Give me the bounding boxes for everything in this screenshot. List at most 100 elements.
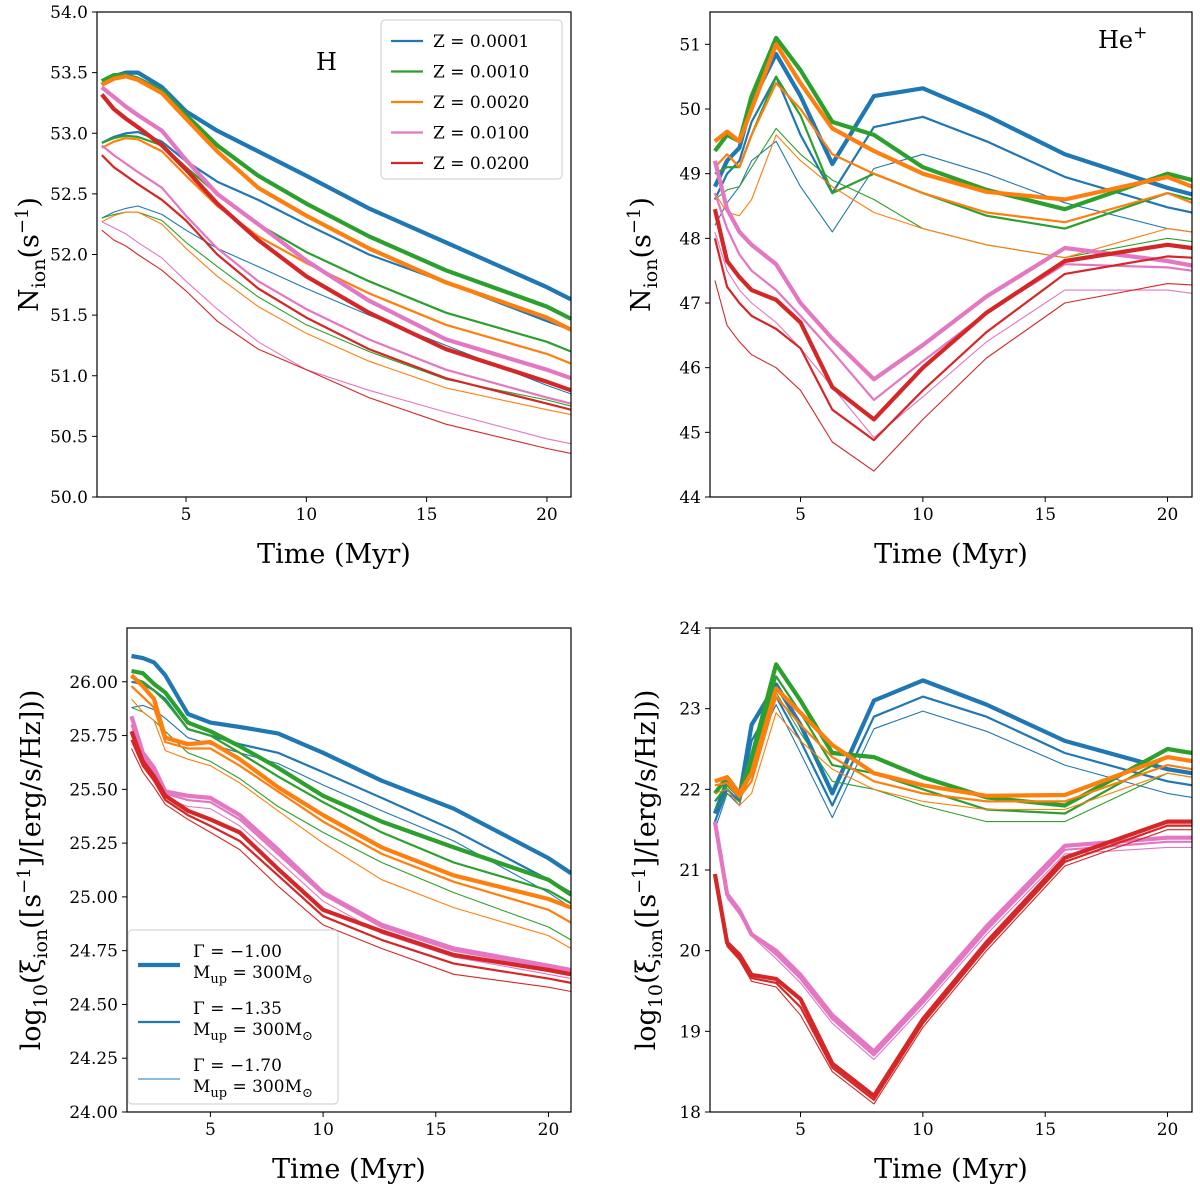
legend-label: Z = 0.0010 (433, 63, 529, 83)
series-line-3-5 (714, 691, 1192, 823)
y-tick-label: 47 (679, 294, 701, 314)
y-tick-label: 53.5 (50, 64, 88, 84)
x-tick-label: 10 (912, 1120, 934, 1140)
x-tick-label: 5 (181, 505, 192, 525)
legend-sublabel: Mup = 300M⊙ (193, 1077, 313, 1101)
y-axis-label: log10(ξion([s−1]/[erg/s/Hz])) (629, 690, 667, 1051)
x-tick-label: 20 (536, 505, 558, 525)
legend-label: Z = 0.0100 (433, 124, 529, 144)
y-tick-label: 45 (679, 423, 701, 443)
y-tick-label: 19 (679, 1022, 701, 1042)
axes-frame (126, 627, 572, 1113)
series-line-2-0 (131, 653, 571, 875)
y-tick-label: 49 (679, 165, 701, 185)
legend-frame (380, 19, 563, 180)
series-line-0-8 (101, 211, 571, 416)
series-line-3-3 (713, 662, 1192, 808)
legend-label: Γ = −1.70 (193, 1056, 282, 1076)
series-line-0-12 (100, 93, 571, 393)
series-line-3-7 (714, 695, 1192, 803)
series-line-0-0 (100, 70, 571, 302)
x-tick-label: 15 (425, 1120, 447, 1140)
y-tick-label: 53.0 (50, 124, 88, 144)
x-tick-label: 20 (1157, 505, 1179, 525)
series-line-1-0 (713, 51, 1192, 197)
series-line-2-10 (130, 724, 571, 974)
series-line-0-9 (100, 85, 571, 381)
series-line-1-14 (714, 280, 1192, 472)
y-tick-label: 46 (679, 359, 701, 379)
series-line-2-12 (129, 730, 571, 977)
y-axis-label: log10(ξion([s−1]/[erg/s/Hz])) (14, 690, 52, 1051)
y-tick-label: 44 (679, 488, 701, 508)
x-tick-label: 5 (795, 505, 806, 525)
axes-frame (709, 11, 1193, 498)
legend-label: Z = 0.0001 (433, 32, 529, 52)
x-tick-label: 20 (1157, 1120, 1179, 1140)
series-line-2-13 (130, 739, 571, 984)
series-line-0-13 (101, 154, 571, 411)
legend-label: Γ = −1.00 (193, 942, 282, 962)
series-line-0-11 (101, 221, 571, 445)
panel-annotation: He+ (1098, 23, 1147, 54)
series-line-2-14 (131, 748, 571, 993)
x-tick-label: 15 (1034, 505, 1056, 525)
y-tick-label: 23 (679, 700, 701, 720)
series-line-2-6 (130, 673, 571, 910)
y-axis-label: Nion(s−1) (624, 197, 662, 312)
y-axis-label: Nion(s−1) (12, 197, 50, 312)
x-axis-label: Time (Myr) (272, 1154, 426, 1185)
series-line-3-6 (714, 686, 1192, 798)
series-line-2-7 (130, 685, 571, 924)
series-line-2-4 (131, 676, 571, 905)
y-tick-label: 25.75 (69, 727, 118, 747)
y-tick-label: 50.0 (50, 488, 88, 508)
series-line-1-6 (713, 42, 1192, 202)
y-tick-label: 52.0 (50, 246, 88, 266)
panel-bottom-left: 5 10 15 20 24.00 24.25 24.50 24.75 25.00 25.25 25.… (14, 627, 572, 1185)
y-tick-label: 51.5 (50, 306, 88, 326)
y-tick-label: 18 (679, 1103, 701, 1123)
y-tick-label: 24.25 (69, 1049, 118, 1069)
y-tick-label: 26.00 (69, 673, 118, 693)
y-tick-label: 21 (679, 861, 701, 881)
series-group (100, 70, 571, 454)
y-tick-label: 50 (679, 100, 701, 120)
series-line-1-8 (714, 134, 1192, 259)
x-tick-label: 15 (1034, 1120, 1056, 1140)
panel-annotation: H (316, 48, 337, 76)
y-tick-label: 24.75 (69, 942, 118, 962)
y-tick-label: 24 (679, 619, 701, 639)
legend-sublabel: Mup = 300M⊙ (193, 963, 313, 987)
series-line-3-14 (714, 829, 1192, 1105)
legend-label: Z = 0.0020 (433, 93, 529, 113)
series-line-1-10 (713, 192, 1192, 402)
y-tick-label: 25.50 (69, 780, 118, 800)
series-line-3-2 (714, 704, 1192, 830)
series-line-0-14 (101, 229, 571, 454)
series-line-1-11 (714, 231, 1192, 439)
series-group (712, 35, 1192, 472)
x-axis-label: Time (Myr) (257, 539, 411, 570)
x-axis-label: Time (Myr) (874, 1154, 1028, 1185)
series-line-3-9 (712, 821, 1192, 1054)
series-line-1-9 (712, 160, 1192, 382)
y-tick-label: 25.00 (69, 888, 118, 908)
axes-frame (709, 627, 1193, 1113)
series-line-0-5 (101, 211, 571, 407)
y-tick-label: 51.0 (50, 367, 88, 387)
y-tick-label: 24.50 (69, 995, 118, 1015)
x-tick-label: 10 (296, 505, 318, 525)
panel-top-right: 5 10 15 20 44 45 46 47 48 49 50 51 Time (Myr) Nion(s−… (624, 11, 1193, 570)
y-tick-label: 51 (679, 35, 701, 55)
legend-label: Z = 0.0200 (433, 154, 529, 174)
x-tick-label: 5 (795, 1120, 806, 1140)
y-tick-label: 52.5 (50, 185, 88, 205)
series-line-3-11 (714, 829, 1192, 1061)
series-line-2-8 (131, 698, 571, 949)
y-tick-label: 20 (679, 942, 701, 962)
series-line-2-9 (129, 715, 571, 973)
series-line-1-13 (713, 238, 1192, 442)
